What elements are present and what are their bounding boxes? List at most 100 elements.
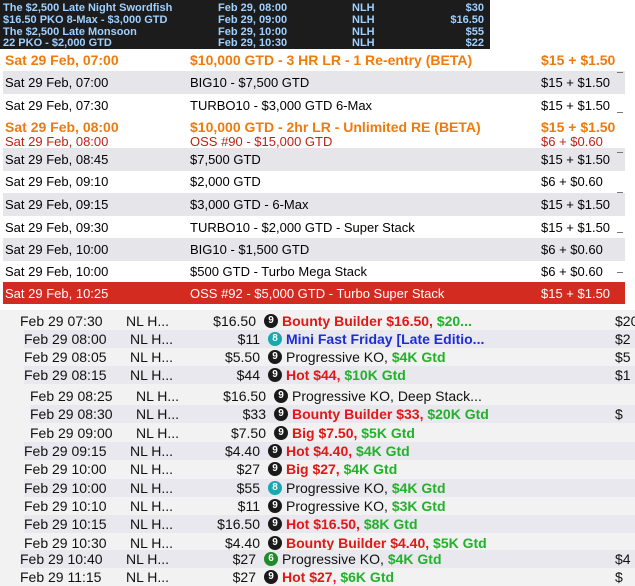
lobby-buy-in: $4.40: [224, 535, 260, 551]
lobby-row[interactable]: Feb 29 08:00 NL H... $11 8 Mini Fast Friday …: [24, 330, 635, 348]
lobby-row[interactable]: Feb 29 09:00 NL H... $7.50 9 Big $7.50, $5K …: [30, 424, 635, 442]
name-part: $5K Gtd: [433, 535, 487, 551]
schedule-time: 29 Feb, 09:15: [28, 197, 109, 212]
schedule-row[interactable]: Sat 29 Feb, 09:10 $2,000 GTD $6 + $0.60: [3, 170, 625, 193]
lobby-game: NL H...: [136, 425, 180, 441]
lobby-date: Feb 29 09:15: [24, 443, 107, 459]
player-count-badge-icon: 9: [268, 444, 282, 458]
player-count-badge-icon: 9: [274, 389, 288, 403]
player-count-badge-icon: 9: [264, 570, 278, 584]
lobby-date: Feb 29 08:00: [24, 331, 107, 347]
lobby-buy-in: $44: [236, 367, 260, 383]
lobby-tournament-name: Progressive KO, $3K Gtd: [286, 497, 446, 515]
schedule-row[interactable]: Sat 29 Feb, 10:00 BIG10 - $1,500 GTD $6 + …: [3, 238, 625, 261]
schedule-buy-in: $6 + $0.60: [541, 242, 603, 257]
schedule-time: 29 Feb, 09:30: [28, 220, 109, 235]
name-part: Progressive KO,: [286, 349, 392, 365]
schedule-day: Sat: [5, 242, 25, 257]
name-part: $20K Gtd: [427, 406, 489, 422]
name-part: Progressive KO,: [286, 498, 392, 514]
lobby-row[interactable]: Feb 29 10:40 NL H... $27 6 Progressive KO, $…: [20, 550, 635, 568]
schedule-buy-in: $6 + $0.60: [541, 136, 603, 149]
lobby-row[interactable]: Feb 29 10:10 NL H... $11 9 Progressive KO, $…: [24, 497, 635, 515]
top-strip-row[interactable]: The $2,500 Late Night Swordfish Feb 29, 0…: [0, 2, 490, 14]
tournament-name: 22 PKO - $2,000 GTD: [3, 37, 112, 49]
schedule-name: $2,000 GTD: [190, 174, 261, 189]
schedule-day: Sat: [5, 152, 25, 167]
lobby-game: NL H...: [130, 331, 174, 347]
top-strip-row[interactable]: $16.50 PKO 8-Max - $3,000 GTD Feb 29, 09:…: [0, 14, 490, 26]
buy-in: $30: [465, 2, 484, 14]
lobby-row[interactable]: Feb 29 08:30 NL H... $33 9 Bounty Builder $3…: [30, 405, 635, 423]
lobby-game: NL H...: [130, 461, 174, 477]
schedule-buy-in: $15 + $1.50: [541, 220, 611, 235]
schedule-row[interactable]: Sat 29 Feb, 08:00 OSS #90 - $15,000 GTD $6…: [3, 136, 625, 150]
top-strip-row[interactable]: 22 PKO - $2,000 GTD Feb 29, 10:30 NLH $22: [0, 37, 490, 49]
tournament-date: Feb 29, 09:00: [218, 14, 288, 26]
schedule-row[interactable]: Sat 29 Feb, 07:00 $10,000 GTD - 3 HR LR -…: [3, 49, 625, 72]
schedule-row[interactable]: Sat 29 Feb, 07:30 TURBO10 - $3,000 GTD 6-…: [3, 94, 625, 117]
schedule-scroll-edge[interactable]: [617, 52, 625, 302]
schedule-day: Sat: [5, 136, 25, 149]
name-part: Progressive KO,: [286, 480, 392, 496]
lobby-row[interactable]: Feb 29 10:30 NL H... $4.40 9 Bounty Builder …: [24, 534, 635, 552]
name-part: Progressive KO, Deep Stack...: [292, 388, 482, 404]
name-part: $5K Gtd: [361, 425, 415, 441]
player-count-badge-icon: 8: [268, 332, 282, 346]
lobby-row[interactable]: Feb 29 08:05 NL H... $5.50 9 Progressive KO,…: [24, 348, 635, 366]
schedule-name: $3,000 GTD - 6-Max: [190, 197, 309, 212]
lobby-date: Feb 29 08:25: [30, 388, 113, 404]
name-part: Big $27,: [286, 461, 344, 477]
lobby-tournament-name: Hot $4.40, $4K Gtd: [286, 442, 410, 460]
name-part: Hot $27,: [282, 569, 341, 585]
schedule-row-selected[interactable]: Sat 29 Feb, 10:25 OSS #92 - $5,000 GTD - …: [3, 282, 625, 304]
schedule-time: 29 Feb, 09:10: [28, 174, 109, 189]
lobby-date: Feb 29 10:30: [24, 535, 107, 551]
schedule-row[interactable]: Sat 29 Feb, 09:30 TURBO10 - $2,000 GTD - …: [3, 216, 625, 239]
buy-in: $16.50: [450, 14, 484, 26]
schedule-time: 29 Feb, 07:00: [30, 52, 119, 68]
name-part: Bounty Builder $4.40,: [286, 535, 434, 551]
schedule-row[interactable]: Sat 29 Feb, 07:00 BIG10 - $7,500 GTD $15 +…: [3, 71, 625, 94]
lobby-buy-in: $4.40: [224, 443, 260, 459]
lobby-date: Feb 29 10:40: [20, 551, 103, 567]
schedule-row[interactable]: Sat 29 Feb, 08:45 $7,500 GTD $15 + $1.50: [3, 148, 625, 171]
schedule-name: TURBO10 - $3,000 GTD 6-Max: [190, 98, 373, 113]
lobby-row[interactable]: Feb 29 09:15 NL H... $4.40 9 Hot $4.40, $4K …: [24, 442, 635, 460]
lobby-prize-clipped: $1: [615, 367, 631, 383]
schedule-buy-in: $15 + $1.50: [541, 286, 611, 301]
lobby-row[interactable]: Feb 29 10:15 NL H... $16.50 9 Hot $16.50, $8…: [24, 515, 635, 533]
lobby-date: Feb 29 10:00: [24, 461, 107, 477]
schedule-date: Sat 29 Feb, 10:25: [5, 282, 108, 304]
buy-in: $22: [465, 37, 484, 49]
schedule-day: Sat: [5, 286, 25, 301]
lobby-row[interactable]: Feb 29 10:00 NL H... $27 9 Big $27, $4K Gtd: [24, 460, 635, 478]
schedule-date: Sat 29 Feb, 09:10: [5, 170, 108, 193]
lobby-row[interactable]: Feb 29 07:30 NL H... $16.50 9 Bounty Builder…: [20, 312, 635, 330]
tournament-name: The $2,500 Late Monsoon: [3, 26, 137, 38]
schedule-buy-in: $15 + $1.50: [541, 98, 611, 113]
name-part: Hot $4.40,: [286, 443, 357, 459]
schedule-date: Sat 29 Feb, 09:30: [5, 216, 108, 239]
lobby-row[interactable]: Feb 29 10:00 NL H... $55 8 Progressive KO, $…: [24, 479, 635, 497]
lobby-date: Feb 29 08:05: [24, 349, 107, 365]
schedule-row[interactable]: Sat 29 Feb, 08:00 $10,000 GTD - 2hr LR - …: [3, 116, 625, 139]
schedule-day: Sat: [5, 75, 25, 90]
tournament-lobby-list: Feb 29 07:30 NL H... $16.50 9 Bounty Builder…: [0, 310, 635, 586]
lobby-row[interactable]: Feb 29 11:15 NL H... $27 9 Hot $27, $6K Gtd $: [20, 568, 635, 586]
name-part: $6K Gtd: [340, 569, 395, 585]
lobby-row[interactable]: Feb 29 08:15 NL H... $44 9 Hot $44, $10K Gtd…: [24, 366, 635, 384]
schedule-buy-in: $6 + $0.60: [541, 264, 603, 279]
schedule-row[interactable]: Sat 29 Feb, 10:00 $500 GTD - Turbo Mega S…: [3, 260, 625, 283]
tournament-name: The $2,500 Late Night Swordfish: [3, 2, 173, 14]
lobby-prize-clipped: $20: [615, 313, 635, 329]
schedule-row[interactable]: Sat 29 Feb, 09:15 $3,000 GTD - 6-Max $15 +…: [3, 193, 625, 216]
lobby-row[interactable]: Feb 29 08:25 NL H... $16.50 9 Progressive KO…: [30, 387, 635, 405]
lobby-tournament-name: Progressive KO, $4K Gtd: [286, 479, 446, 497]
schedule-name: OSS #90 - $15,000 GTD: [190, 136, 333, 149]
schedule-time: 29 Feb, 10:25: [28, 286, 109, 301]
lobby-game: NL H...: [130, 349, 174, 365]
top-strip-row[interactable]: The $2,500 Late Monsoon Feb 29, 10:00 NLH $…: [0, 26, 490, 38]
lobby-buy-in: $11: [237, 331, 260, 347]
lobby-game: NL H...: [130, 516, 174, 532]
